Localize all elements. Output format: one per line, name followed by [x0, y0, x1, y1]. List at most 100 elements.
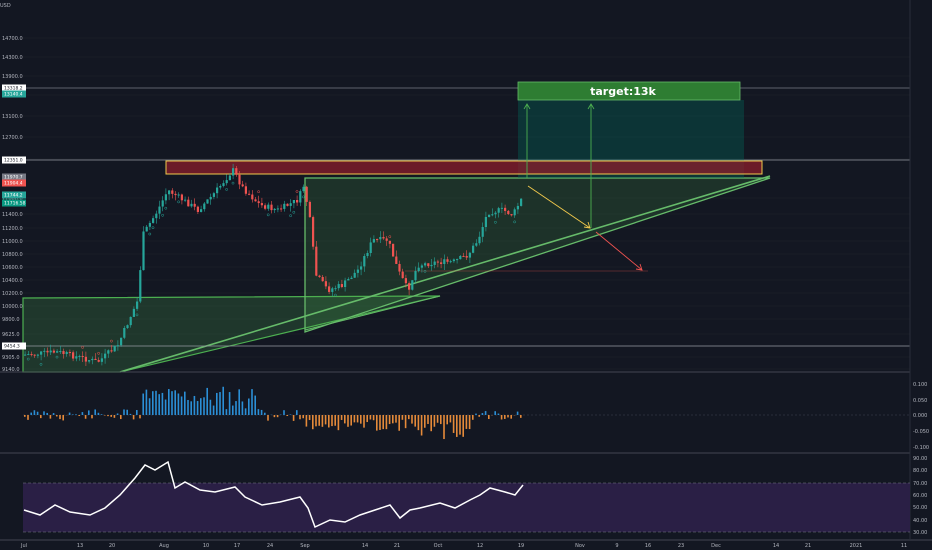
osc-bar	[91, 415, 93, 419]
price-badge	[2, 342, 26, 350]
osc-bar	[145, 389, 148, 415]
osc-bar	[68, 412, 71, 415]
osc-bar	[164, 399, 167, 415]
osc-bar	[456, 415, 458, 437]
candle-body	[299, 191, 302, 203]
osc-bar	[510, 415, 512, 419]
osc-bar	[100, 414, 103, 415]
signal-dot	[302, 195, 305, 199]
arrow-down-red	[595, 231, 643, 271]
signal-dot	[55, 355, 59, 359]
signal-dot	[110, 339, 113, 343]
osc-bar	[424, 415, 426, 428]
candle-body	[36, 354, 39, 356]
osc-bar	[305, 415, 308, 427]
time-tick-label: Oct	[434, 543, 443, 549]
price-tick-label: 10400.0	[2, 278, 23, 284]
rsi-line	[23, 460, 524, 529]
signal-dot	[388, 235, 392, 239]
time-axis: Jul 13 20 Aug 10 17 24 Sep 14 21 Oct 12 19 Nov 9 16 23 De…	[20, 543, 907, 549]
candle-body	[235, 168, 238, 175]
signal-dot	[135, 313, 139, 317]
candle-body	[132, 308, 135, 317]
candle-body	[264, 205, 267, 209]
signal-dot	[494, 220, 497, 224]
osc-bar	[494, 411, 496, 415]
candle-body	[308, 201, 311, 218]
oscillator-histogram	[24, 386, 522, 440]
candle-body	[520, 198, 523, 206]
candle-body	[174, 193, 177, 196]
candle-body	[56, 351, 59, 353]
candle-body	[379, 237, 382, 240]
osc-bar	[401, 415, 404, 420]
osc-bar	[504, 415, 506, 419]
osc-bar	[158, 394, 160, 415]
price-badge	[2, 173, 26, 181]
price-tick-label: 10800.0	[2, 252, 23, 258]
osc-bar	[171, 391, 173, 415]
osc-bar	[488, 415, 490, 420]
osc-bar	[324, 415, 327, 425]
candle-body	[171, 190, 174, 194]
price-badge-label: 12351.0	[4, 158, 23, 164]
candle-body	[267, 204, 270, 209]
price-tick-label: 13900.0	[2, 74, 23, 80]
osc-bar	[190, 401, 192, 415]
candle-body	[116, 345, 119, 347]
osc-bar	[232, 405, 234, 415]
osc-bar	[417, 415, 420, 431]
time-tick-label: 24	[267, 543, 273, 549]
osc-bar	[315, 415, 317, 427]
osc-bar	[478, 415, 480, 417]
arrow-up-2-head	[587, 103, 595, 110]
time-tick-label: 10	[203, 543, 209, 549]
osc-bar	[430, 415, 432, 432]
candle-body	[283, 203, 286, 209]
price-badge	[2, 191, 26, 199]
candle-body	[145, 226, 148, 232]
signal-dot	[164, 206, 168, 210]
osc-bar	[94, 409, 96, 415]
osc-bar	[296, 410, 298, 415]
osc-bar	[398, 415, 400, 431]
signal-dot	[148, 232, 152, 236]
osc-bar	[408, 415, 410, 420]
candle-body	[200, 209, 203, 212]
osc-bar	[427, 415, 429, 424]
price-tick-label: 9800.0	[2, 317, 20, 323]
time-tick-label: Dec	[711, 543, 721, 549]
osc-bar	[33, 410, 36, 415]
osc-bar	[264, 412, 266, 415]
candle-body	[491, 214, 494, 216]
candle-body	[315, 246, 318, 276]
candle-body	[219, 185, 222, 188]
osc-bar	[353, 415, 356, 423]
signal-dot	[161, 213, 164, 217]
osc-bar	[497, 413, 500, 415]
candle-body	[302, 186, 305, 192]
osc-bar	[379, 415, 381, 430]
candle-body	[484, 216, 487, 228]
target-label-box	[517, 81, 741, 101]
oscillator-axis: 0.100 0.050 0.000 -0.050 -0.100	[913, 382, 929, 451]
time-tick-label: 9	[615, 543, 618, 549]
osc-bar	[520, 415, 522, 418]
ascending-support-line	[119, 175, 771, 373]
osc-bar	[369, 415, 372, 420]
candle-body	[497, 208, 500, 213]
candle-body	[164, 194, 167, 201]
candle-body	[494, 212, 497, 215]
candle-body	[97, 360, 100, 362]
osc-bar	[347, 415, 349, 427]
osc-bar	[363, 415, 365, 428]
signal-dot	[97, 352, 100, 355]
osc-bar	[123, 409, 125, 415]
candle-body	[510, 214, 513, 216]
osc-tick-label: -0.100	[913, 445, 929, 451]
ascending-triangle-pattern	[304, 177, 771, 333]
candle-body	[142, 231, 145, 271]
time-tick-label: 14	[773, 543, 779, 549]
candle-body	[337, 284, 340, 289]
osc-bar	[62, 415, 64, 421]
